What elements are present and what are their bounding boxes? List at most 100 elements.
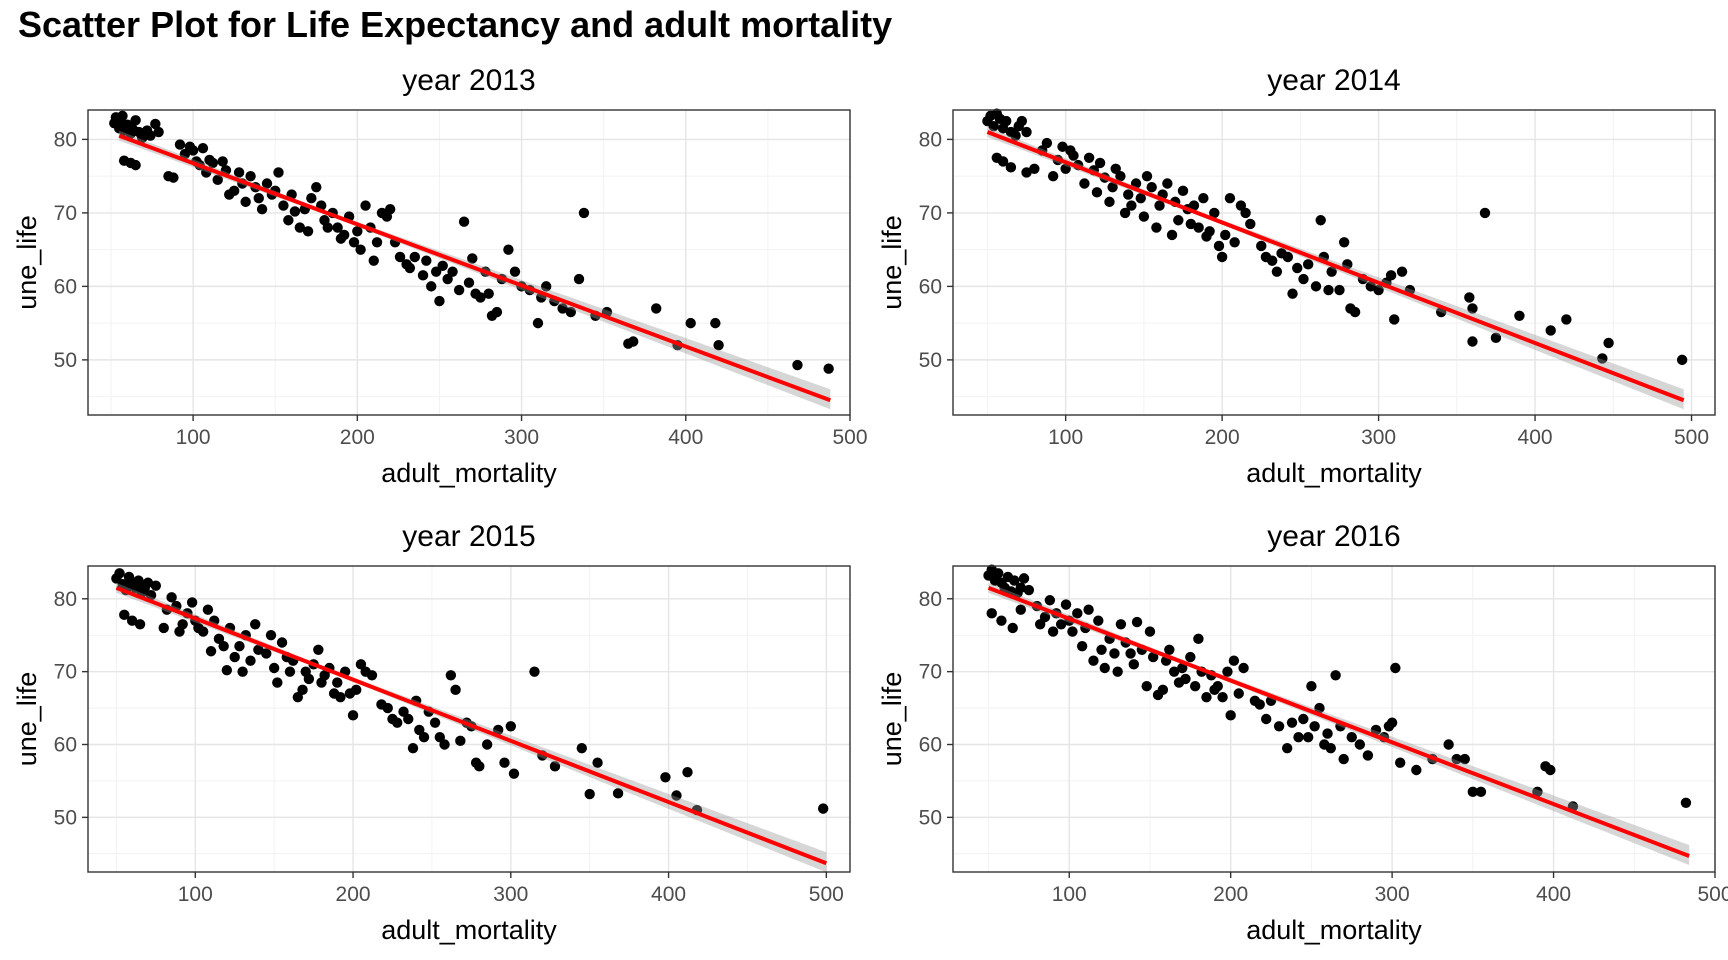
data-point bbox=[1532, 786, 1543, 798]
data-point bbox=[1338, 753, 1349, 765]
panel-title: year 2013 bbox=[402, 64, 535, 97]
data-point bbox=[273, 167, 284, 178]
data-point bbox=[403, 713, 414, 725]
data-point bbox=[134, 619, 146, 630]
data-point bbox=[245, 170, 256, 182]
scatter-panel-3: year 2015 100 200 300 400 500 50 60 70 80 adult_mo… bbox=[12, 520, 851, 945]
y-tick-label: 70 bbox=[54, 202, 77, 225]
data-point bbox=[1260, 713, 1272, 725]
data-point bbox=[628, 336, 639, 347]
data-point bbox=[272, 677, 283, 688]
data-point bbox=[426, 281, 437, 292]
data-point bbox=[557, 303, 568, 314]
data-point bbox=[509, 266, 521, 277]
y-tick-label: 80 bbox=[54, 128, 77, 151]
data-point bbox=[1094, 157, 1106, 169]
data-point bbox=[1068, 150, 1079, 161]
data-point bbox=[332, 222, 343, 233]
data-point bbox=[1126, 200, 1137, 211]
data-point bbox=[1060, 599, 1072, 610]
data-point bbox=[392, 717, 403, 728]
data-point bbox=[350, 684, 362, 696]
data-point bbox=[1266, 255, 1278, 266]
data-point bbox=[1326, 266, 1337, 277]
data-point bbox=[988, 120, 999, 132]
data-point bbox=[1229, 237, 1240, 248]
x-tick-label: 200 bbox=[336, 883, 371, 906]
x-tick-label: 400 bbox=[1518, 426, 1553, 449]
data-point bbox=[1204, 226, 1215, 237]
data-point bbox=[1000, 115, 1012, 127]
data-point bbox=[1188, 200, 1200, 211]
data-point bbox=[1545, 325, 1556, 336]
panel-border bbox=[952, 565, 1716, 873]
data-point bbox=[294, 222, 306, 233]
y-axis-title: une_life bbox=[877, 215, 907, 310]
data-point bbox=[1021, 126, 1032, 138]
data-point bbox=[445, 670, 457, 681]
data-point bbox=[1185, 651, 1196, 663]
data-point bbox=[133, 575, 144, 586]
y-tick-label: 70 bbox=[919, 202, 942, 225]
data-point bbox=[450, 684, 461, 696]
panel-title: year 2016 bbox=[1267, 520, 1400, 553]
data-point bbox=[382, 702, 393, 714]
data-point bbox=[1334, 284, 1345, 296]
data-point bbox=[1177, 662, 1188, 674]
data-point bbox=[1096, 644, 1107, 655]
data-point bbox=[1373, 284, 1384, 296]
data-point bbox=[1475, 786, 1487, 798]
y-tick-label: 80 bbox=[919, 128, 942, 151]
data-point bbox=[335, 691, 346, 703]
data-point bbox=[250, 619, 261, 630]
x-tick-label: 500 bbox=[1697, 883, 1728, 906]
data-point bbox=[1411, 764, 1422, 776]
data-point bbox=[660, 772, 671, 783]
data-point bbox=[578, 207, 590, 219]
data-point bbox=[174, 139, 186, 150]
data-point bbox=[1385, 270, 1397, 281]
data-point bbox=[463, 277, 475, 288]
data-point bbox=[1168, 666, 1180, 677]
data-point bbox=[240, 196, 251, 208]
data-point bbox=[417, 270, 429, 281]
data-point bbox=[221, 664, 233, 676]
data-point bbox=[153, 126, 164, 138]
data-point bbox=[347, 710, 359, 721]
scatter-panel-1: year 2013 100 200 300 400 500 50 60 70 80 adult_mo… bbox=[12, 64, 868, 488]
data-point bbox=[1016, 115, 1028, 127]
data-point bbox=[1088, 655, 1099, 666]
scatter-panel-2: year 2014 100 200 300 400 500 50 60 70 80 adult_mo… bbox=[877, 64, 1716, 488]
y-axis-title: une_life bbox=[12, 672, 42, 767]
data-point bbox=[458, 216, 470, 227]
data-point bbox=[474, 761, 485, 772]
data-point bbox=[1603, 337, 1614, 349]
data-point bbox=[1514, 310, 1525, 321]
x-tick-label: 200 bbox=[1213, 883, 1248, 906]
x-axis-title: adult_mortality bbox=[1246, 458, 1422, 488]
data-point bbox=[467, 253, 478, 264]
data-point bbox=[592, 757, 603, 768]
data-point bbox=[303, 673, 315, 685]
x-tick-label: 200 bbox=[1205, 426, 1240, 449]
data-point bbox=[1189, 681, 1201, 692]
data-point bbox=[1072, 608, 1083, 619]
data-point bbox=[217, 156, 228, 167]
data-point bbox=[289, 206, 301, 217]
data-point bbox=[368, 255, 379, 266]
data-point bbox=[1151, 222, 1162, 233]
data-point bbox=[532, 317, 544, 329]
data-point bbox=[1342, 259, 1353, 270]
data-point bbox=[145, 589, 157, 601]
data-point bbox=[1123, 189, 1134, 200]
data-point bbox=[1490, 332, 1502, 344]
data-point bbox=[1180, 673, 1191, 685]
data-point bbox=[322, 222, 333, 233]
y-axis-title: une_life bbox=[877, 672, 907, 767]
data-point bbox=[439, 739, 450, 750]
data-point bbox=[1310, 281, 1322, 292]
panel-border bbox=[87, 565, 851, 873]
data-point bbox=[483, 288, 494, 299]
data-point bbox=[1057, 141, 1068, 152]
data-point bbox=[1154, 200, 1165, 211]
